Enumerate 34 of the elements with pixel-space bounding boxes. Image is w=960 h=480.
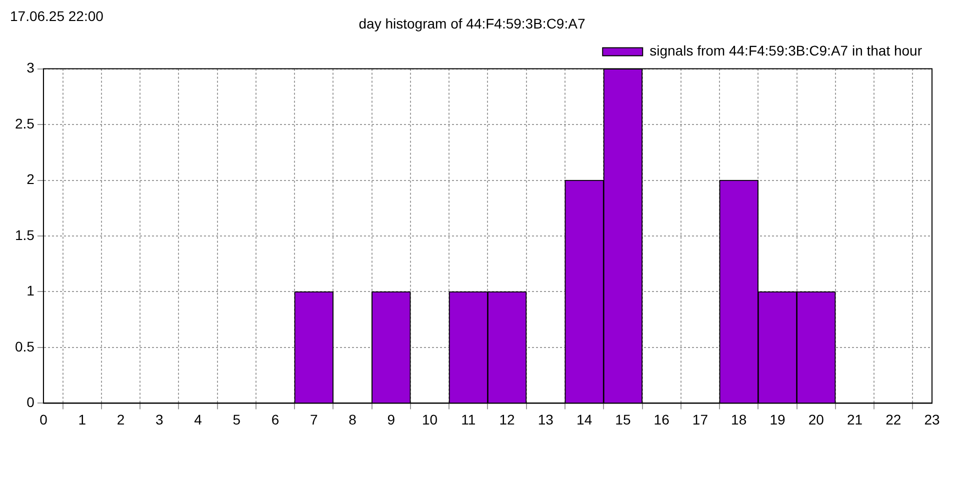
x-tick-label: 20 xyxy=(808,411,824,428)
y-tick-label: 1.5 xyxy=(14,226,35,243)
x-tick-label: 15 xyxy=(615,411,631,428)
x-tick-label: 16 xyxy=(654,411,670,428)
y-tick-label: 3 xyxy=(26,60,35,76)
legend-label: signals from 44:F4:59:3B:C9:A7 in that hour xyxy=(650,42,922,59)
x-tick-label: 7 xyxy=(310,411,318,428)
x-tick-label: 0 xyxy=(40,411,48,428)
text: 17.06.25 22:00 xyxy=(10,8,104,24)
y-tick-label: 0 xyxy=(26,394,35,410)
x-tick-label: 9 xyxy=(387,411,396,428)
x-tick-label: 4 xyxy=(194,411,202,428)
x-tick-label: 18 xyxy=(731,411,747,428)
x-tick-label: 19 xyxy=(770,411,786,428)
y-tick-label: 2 xyxy=(26,171,35,188)
y-tick-label: 2.5 xyxy=(14,115,35,132)
x-tick-label: 10 xyxy=(422,411,438,428)
x-tick-label: 3 xyxy=(155,411,164,428)
x-tick-label: 2 xyxy=(116,411,125,428)
x-tick-label: 23 xyxy=(924,411,940,428)
x-tick-label: 22 xyxy=(886,411,902,428)
y-tick-label: 1 xyxy=(26,282,35,299)
y-tick-label: 0.5 xyxy=(14,338,35,354)
x-tick-label: 11 xyxy=(461,411,476,428)
x-tick-label: 12 xyxy=(499,411,516,428)
x-tick-label: 8 xyxy=(348,411,357,428)
x-tick-label: 17 xyxy=(692,411,708,428)
x-tick-label: 5 xyxy=(232,411,241,428)
x-tick-label: 13 xyxy=(538,411,554,428)
x-tick-label: 14 xyxy=(576,411,592,428)
chart-title: day histogram of 44:F4:59:3B:C9:A7 xyxy=(358,15,586,32)
x-tick-label: 6 xyxy=(271,411,280,428)
x-tick-label: 1 xyxy=(78,411,86,428)
x-tick-label: 21 xyxy=(846,411,863,428)
